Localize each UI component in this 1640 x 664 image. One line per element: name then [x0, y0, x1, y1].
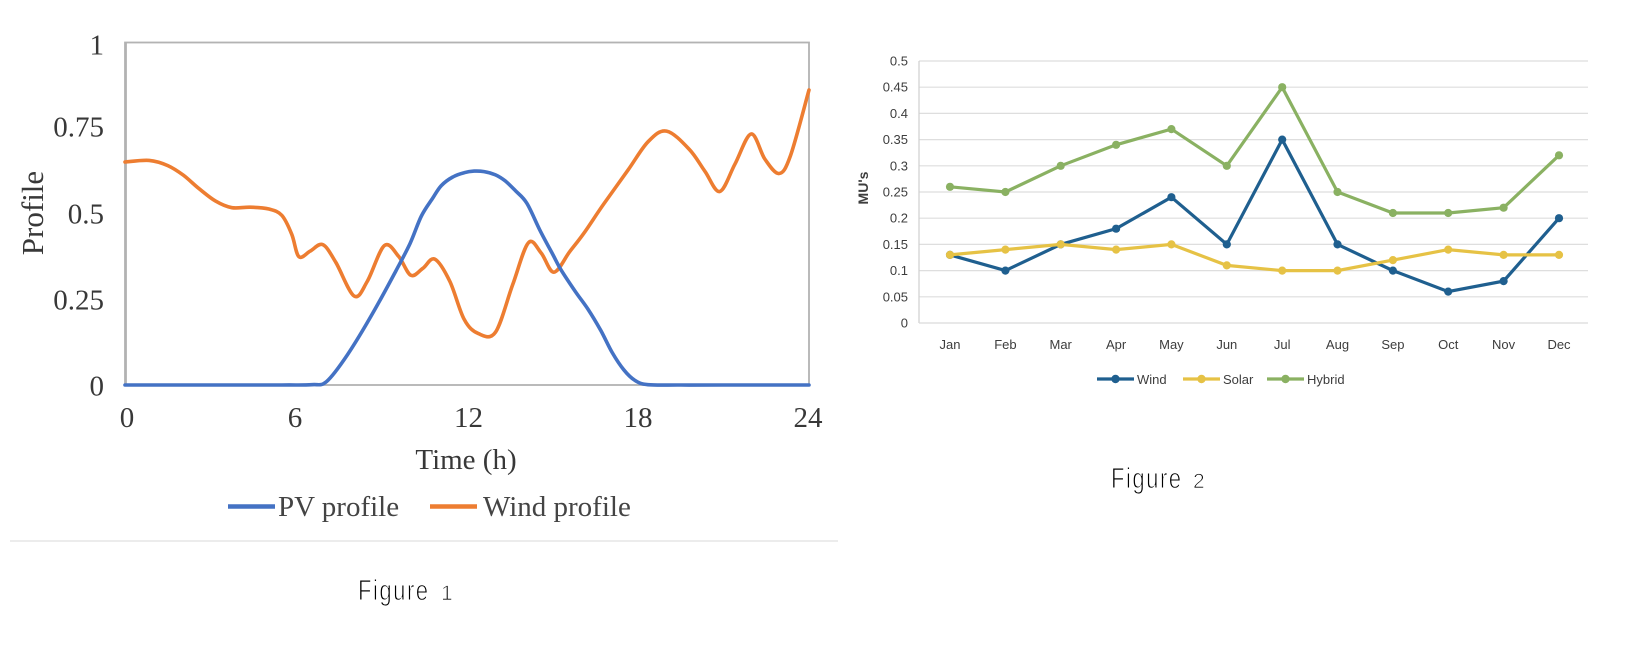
svg-text:24: 24	[794, 402, 824, 434]
svg-text:Jul: Jul	[1274, 337, 1291, 352]
svg-text:0.3: 0.3	[890, 158, 908, 173]
svg-text:Oct: Oct	[1438, 337, 1459, 352]
svg-text:MU's: MU's	[855, 171, 871, 204]
svg-text:1: 1	[441, 582, 453, 605]
svg-text:Time (h): Time (h)	[415, 444, 516, 476]
svg-text:Apr: Apr	[1106, 337, 1127, 352]
svg-text:0.2: 0.2	[890, 211, 908, 226]
svg-text:2: 2	[1193, 470, 1205, 493]
svg-text:0: 0	[120, 402, 135, 434]
svg-text:0.4: 0.4	[890, 106, 908, 121]
svg-text:Nov: Nov	[1492, 337, 1516, 352]
svg-text:0.15: 0.15	[883, 237, 908, 252]
svg-text:Aug: Aug	[1326, 337, 1349, 352]
svg-text:0.5: 0.5	[890, 54, 908, 69]
svg-text:Wind: Wind	[1137, 372, 1167, 387]
svg-text:Solar: Solar	[1223, 372, 1254, 387]
svg-text:0: 0	[90, 371, 105, 403]
svg-text:Jun: Jun	[1216, 337, 1237, 352]
svg-text:Figure: Figure	[1111, 463, 1183, 495]
svg-text:0: 0	[901, 316, 908, 331]
svg-text:Figure: Figure	[358, 575, 430, 607]
svg-text:0.05: 0.05	[883, 289, 908, 304]
svg-text:Feb: Feb	[994, 337, 1016, 352]
svg-text:Profile: Profile	[15, 171, 50, 255]
svg-text:Hybrid: Hybrid	[1307, 372, 1345, 387]
svg-text:Wind profile: Wind profile	[483, 491, 631, 523]
svg-text:1: 1	[90, 30, 105, 62]
svg-text:Sep: Sep	[1381, 337, 1404, 352]
svg-text:0.45: 0.45	[883, 80, 908, 95]
svg-text:18: 18	[624, 402, 653, 434]
svg-text:PV profile: PV profile	[278, 491, 399, 523]
svg-text:0.35: 0.35	[883, 132, 908, 147]
svg-text:12: 12	[454, 402, 483, 434]
svg-text:Jan: Jan	[940, 337, 961, 352]
svg-text:Dec: Dec	[1547, 337, 1571, 352]
svg-text:6: 6	[288, 402, 303, 434]
svg-text:0.75: 0.75	[53, 112, 104, 144]
svg-text:0.5: 0.5	[68, 199, 104, 231]
svg-text:0.25: 0.25	[883, 185, 908, 200]
svg-text:Mar: Mar	[1050, 337, 1073, 352]
svg-text:May: May	[1159, 337, 1184, 352]
svg-text:0.25: 0.25	[53, 285, 104, 317]
svg-text:0.1: 0.1	[890, 263, 908, 278]
